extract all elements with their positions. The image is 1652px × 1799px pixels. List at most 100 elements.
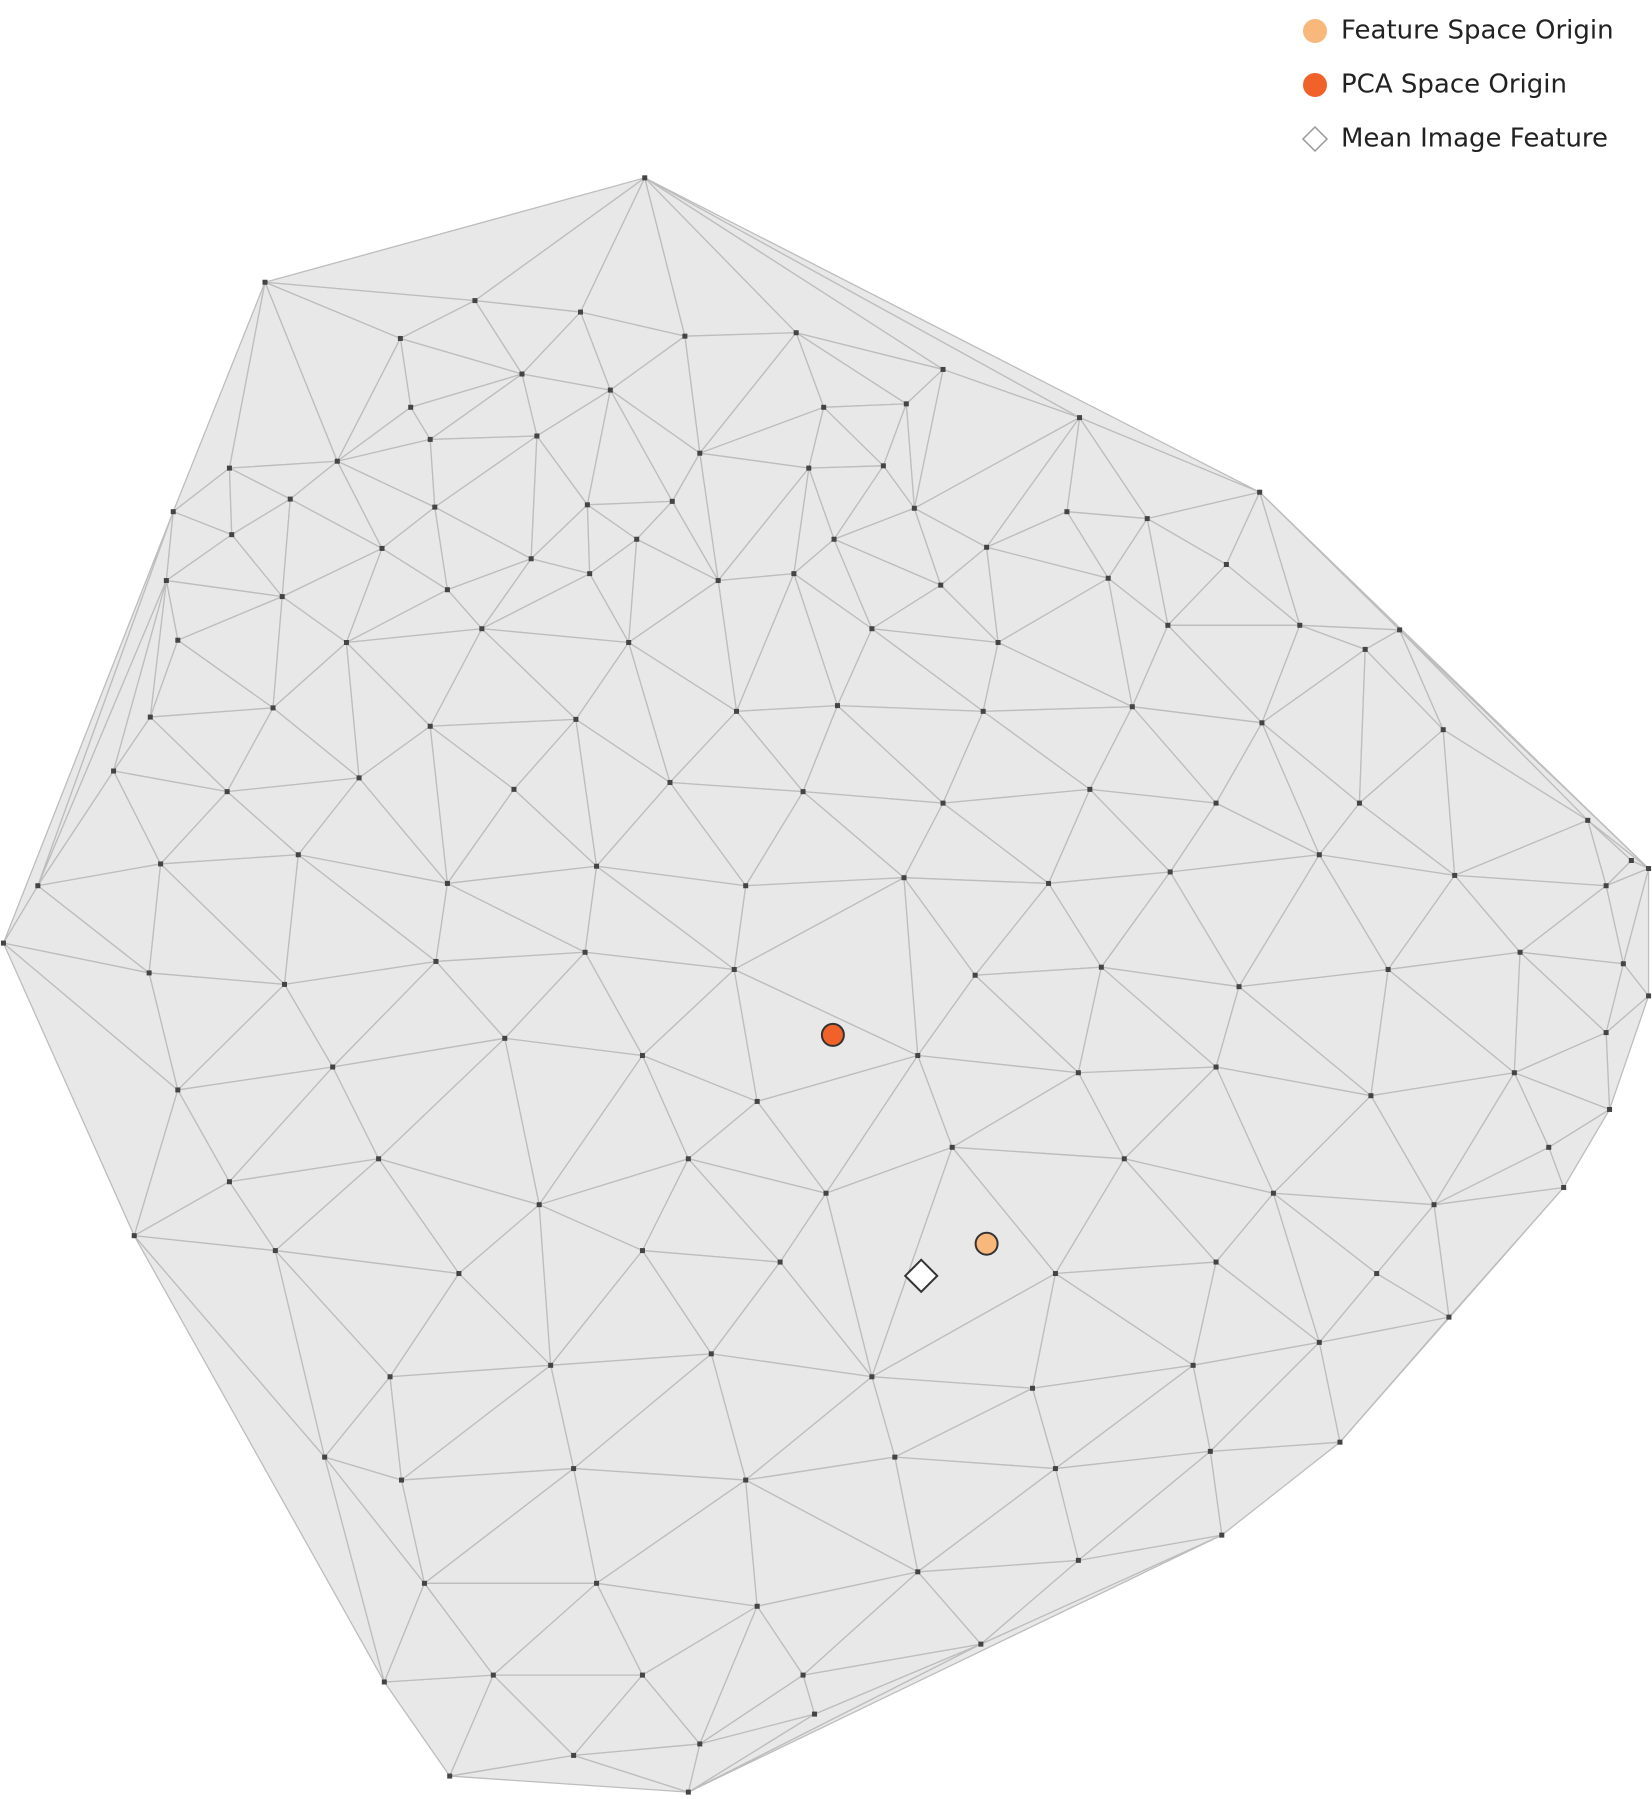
point [915,1569,921,1575]
point [444,880,450,886]
point [1431,1202,1437,1208]
point [743,1477,749,1483]
point [175,637,181,643]
point [949,1144,955,1150]
point [1087,786,1093,792]
point [697,1741,703,1747]
point [111,768,117,774]
point [548,1362,554,1368]
point [821,404,827,410]
legend-label: Feature Space Origin [1341,16,1614,46]
point [35,883,41,889]
point [639,1672,645,1678]
point [911,505,917,511]
point [381,1679,387,1685]
point [642,175,648,181]
mesh-triangle [1272,1192,1378,1344]
point [639,1248,645,1254]
point [1440,727,1446,733]
point [708,1351,714,1357]
point [229,532,235,538]
point [147,714,153,720]
point [1236,984,1242,990]
point [1603,1030,1609,1036]
point [1620,961,1626,967]
point [1219,1532,1225,1538]
point [1105,575,1111,581]
point [279,594,285,600]
mesh-triangle [1209,1341,1341,1453]
point [669,498,675,504]
point [1607,1106,1613,1112]
point [0,940,6,946]
point [226,465,232,471]
point [892,1454,898,1460]
point [502,1035,508,1041]
diamond-marker [903,1258,939,1294]
point [1213,800,1219,806]
point [1075,1557,1081,1563]
point [1121,1156,1127,1162]
point [379,545,385,551]
circle-marker [974,1231,999,1256]
point [1165,622,1171,628]
mesh-triangle [1433,1186,1565,1318]
point [1213,1064,1219,1070]
point [226,1179,232,1185]
point [584,502,590,508]
point [731,966,737,972]
point [1064,509,1070,515]
point [978,1641,984,1647]
point [170,509,176,515]
point [901,875,907,881]
point [685,1156,691,1162]
legend-marker [1303,19,1327,43]
point [754,1603,760,1609]
point [1585,817,1591,823]
point [295,852,301,858]
point [131,1233,137,1239]
point [356,775,362,781]
point [823,1190,829,1196]
point [869,1374,875,1380]
point [806,465,812,471]
point [534,433,540,439]
point [1316,852,1322,858]
point [1213,1259,1219,1265]
point [972,972,978,978]
point [1167,869,1173,875]
point [528,556,534,562]
point [697,450,703,456]
point [397,335,403,341]
point [1517,949,1523,955]
point [594,863,600,869]
point [754,1098,760,1104]
point [831,536,837,542]
point [1190,1362,1196,1368]
point [322,1454,328,1460]
point [869,626,875,632]
point [685,1789,691,1795]
point [427,436,433,442]
point [903,401,909,407]
point [479,626,485,632]
point [682,333,688,339]
mesh-triangle [917,1467,1080,1573]
point [1098,964,1104,970]
point [1397,627,1403,633]
point [734,708,740,714]
point [594,1580,600,1586]
point [915,1053,921,1059]
mesh-triangle [699,1605,804,1745]
point [163,578,169,584]
point [1052,1466,1058,1472]
point [777,1259,783,1265]
point [427,723,433,729]
point [1368,1093,1374,1099]
point [980,708,986,714]
point [715,578,721,584]
mesh-triangle [1433,1072,1550,1206]
point [880,463,886,469]
point [472,298,478,304]
point [1270,1190,1276,1196]
